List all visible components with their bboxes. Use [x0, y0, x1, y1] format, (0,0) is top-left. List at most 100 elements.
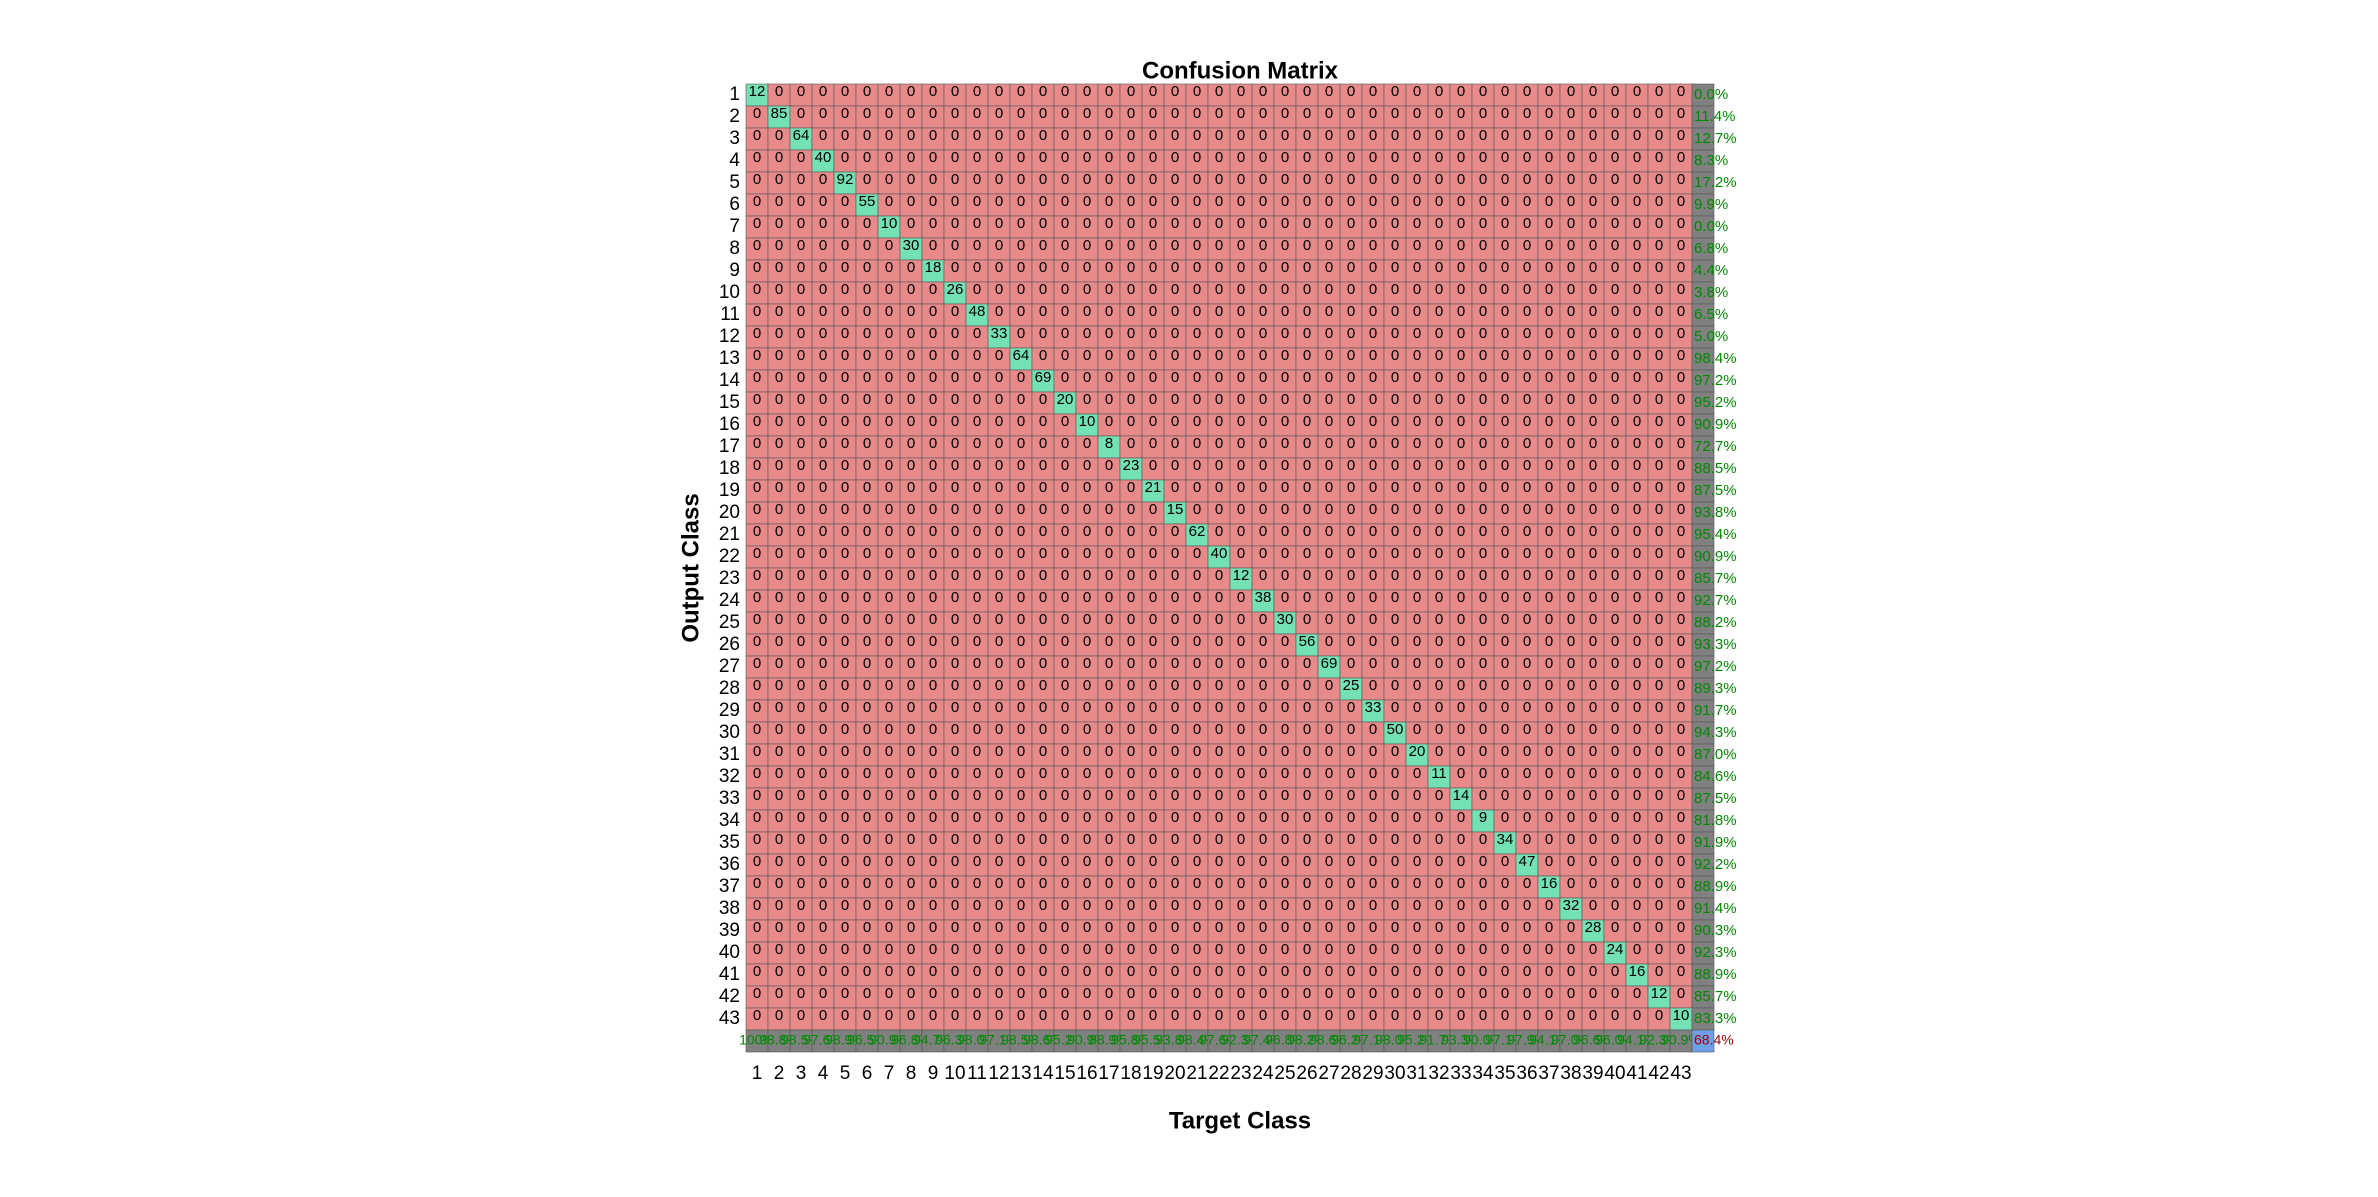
cell-count: 0: [1171, 589, 1179, 606]
cell-count: 0: [1083, 1007, 1091, 1024]
cell-count: 0: [1633, 215, 1641, 232]
cell-count: 0: [1479, 699, 1487, 716]
cell-count: 0: [1061, 941, 1069, 958]
cell-count: 0: [1193, 985, 1201, 1002]
cell-count: 0: [797, 941, 805, 958]
cell-count: 0: [1237, 435, 1245, 452]
cell-count: 0: [1039, 259, 1047, 276]
cell-count: 0: [841, 127, 849, 144]
cell-count: 0: [1105, 985, 1113, 1002]
cell-count: 0: [1149, 963, 1157, 980]
cell-count: 0: [951, 325, 959, 342]
cell-count: 0: [1567, 831, 1575, 848]
cell-count: 0: [1413, 677, 1421, 694]
cell-count: 0: [1347, 457, 1355, 474]
cell-count: 0: [841, 259, 849, 276]
cell-count: 0: [1105, 699, 1113, 716]
cell-count: 0: [1039, 391, 1047, 408]
y-tick-label: 11: [720, 304, 740, 325]
cell-count: 0: [775, 853, 783, 870]
cell-count: 0: [1413, 127, 1421, 144]
cell-count: 0: [1501, 127, 1509, 144]
cell-count: 0: [1545, 501, 1553, 518]
cell-count: 0: [863, 303, 871, 320]
cell-count: 0: [995, 127, 1003, 144]
cell-count: 0: [1655, 105, 1663, 122]
cell-count: 0: [1369, 1007, 1377, 1024]
cell-count: 0: [1105, 281, 1113, 298]
cell-count: 0: [1039, 413, 1047, 430]
cell-count: 0: [1039, 897, 1047, 914]
x-tick-label: 28: [1340, 1063, 1361, 1084]
row-summary: 89.3%: [1694, 680, 1737, 697]
cell-count: 0: [1281, 259, 1289, 276]
y-tick-label: 24: [719, 590, 741, 611]
cell-count: 0: [1457, 215, 1465, 232]
cell-count: 0: [797, 105, 805, 122]
cell-count: 0: [1325, 567, 1333, 584]
cell-count: 0: [885, 237, 893, 254]
cell-count: 0: [753, 853, 761, 870]
cell-count: 0: [1479, 611, 1487, 628]
cell-count: 0: [885, 501, 893, 518]
cell-count: 0: [1457, 105, 1465, 122]
cell-count: 0: [1039, 479, 1047, 496]
cell-count: 0: [929, 985, 937, 1002]
cell-count: 0: [995, 633, 1003, 650]
cell-count: 0: [1017, 413, 1025, 430]
cell-count: 0: [1039, 743, 1047, 760]
cell-count: 0: [1281, 1007, 1289, 1024]
cell-count: 0: [973, 941, 981, 958]
cell-count: 0: [1479, 545, 1487, 562]
cell-count: 8: [1105, 435, 1113, 452]
cell-count: 0: [1237, 171, 1245, 188]
cell-count: 0: [1501, 391, 1509, 408]
cell-count: 0: [1523, 149, 1531, 166]
y-tick-label: 12: [719, 326, 740, 347]
cell-count: 0: [1259, 765, 1267, 782]
cell-count: 0: [1061, 787, 1069, 804]
cell-count: 0: [995, 897, 1003, 914]
cell-count: 0: [1061, 875, 1069, 892]
cell-count: 0: [1457, 721, 1465, 738]
cell-count: 0: [1061, 853, 1069, 870]
cell-count: 0: [1545, 83, 1553, 100]
cell-count: 0: [1061, 171, 1069, 188]
cell-count: 0: [1281, 523, 1289, 540]
cell-count: 0: [1567, 237, 1575, 254]
cell-count: 0: [1083, 303, 1091, 320]
cell-count: 0: [1655, 677, 1663, 694]
cell-count: 0: [819, 171, 827, 188]
cell-count: 0: [973, 655, 981, 672]
cell-count: 0: [819, 743, 827, 760]
cell-count: 0: [775, 633, 783, 650]
cell-count: 0: [797, 369, 805, 386]
cell-count: 0: [1611, 611, 1619, 628]
cell-count: 0: [1215, 941, 1223, 958]
cell-count: 0: [1303, 501, 1311, 518]
cell-count: 0: [1413, 611, 1421, 628]
cell-count: 0: [1237, 237, 1245, 254]
x-tick-label: 4: [818, 1063, 829, 1084]
cell-count: 0: [951, 897, 959, 914]
cell-count: 0: [1215, 985, 1223, 1002]
cell-count: 0: [1347, 1007, 1355, 1024]
cell-count: 0: [1127, 215, 1135, 232]
cell-count: 0: [1479, 479, 1487, 496]
row-summary: 91.9%: [1694, 834, 1737, 851]
cell-count: 0: [1325, 919, 1333, 936]
cell-count: 0: [1523, 985, 1531, 1002]
cell-count: 0: [1303, 875, 1311, 892]
cell-count: 0: [1523, 1007, 1531, 1024]
cell-count: 0: [1149, 413, 1157, 430]
cell-count: 0: [1127, 941, 1135, 958]
cell-count: 0: [1017, 677, 1025, 694]
cell-count: 0: [1193, 787, 1201, 804]
cell-count: 0: [1479, 985, 1487, 1002]
cell-count: 0: [1523, 567, 1531, 584]
cell-count: 0: [1281, 127, 1289, 144]
cell-count: 0: [885, 259, 893, 276]
cell-count: 0: [775, 325, 783, 342]
x-tick-label: 21: [1186, 1063, 1207, 1084]
cell-count: 0: [1303, 809, 1311, 826]
